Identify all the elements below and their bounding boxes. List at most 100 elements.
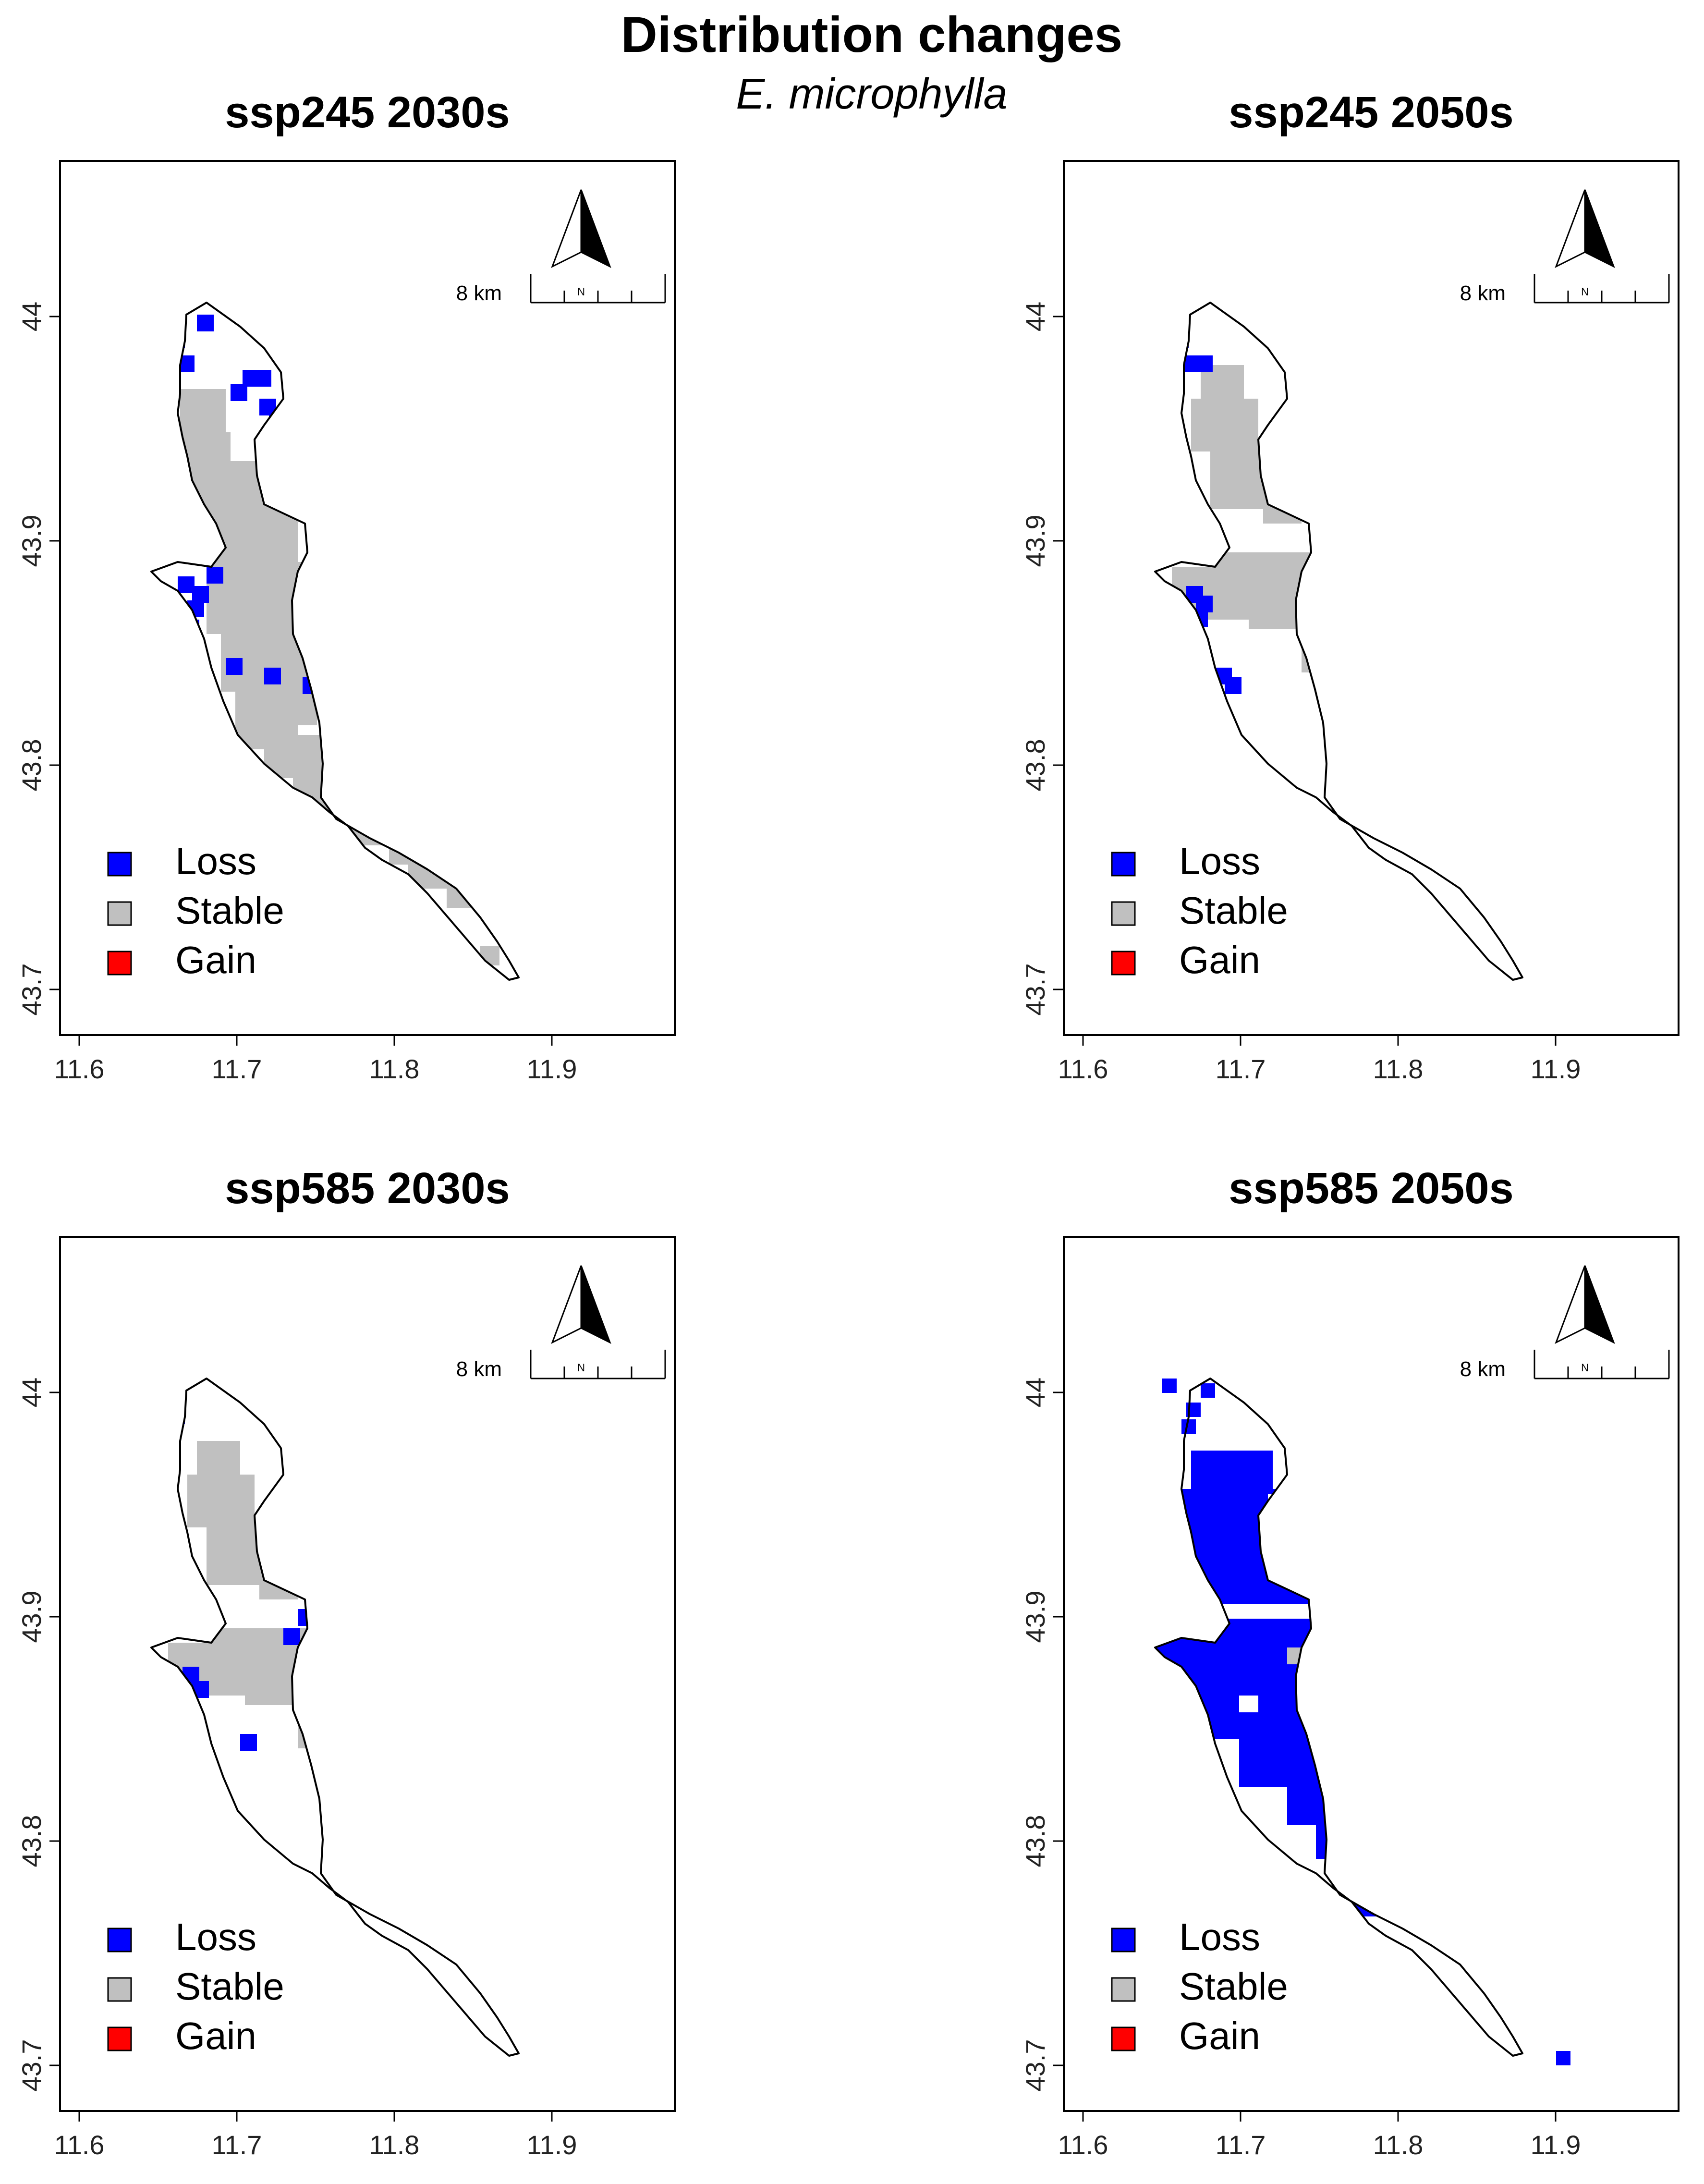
legend-item-stable: Stable (1111, 889, 1288, 932)
legend-label: Stable (175, 889, 284, 932)
legend-item-gain: Gain (1111, 939, 1260, 981)
panel-title: ssp245 2050s (1229, 88, 1513, 137)
legend-swatch (1111, 852, 1136, 877)
x-tick-label: 11.7 (212, 1054, 262, 1084)
figure-subtitle: E. microphylla (736, 70, 1007, 118)
loss-cell (226, 658, 243, 675)
legend-item-gain: Gain (107, 939, 256, 981)
legend-label: Loss (175, 1916, 256, 1958)
loss-cell (192, 586, 209, 603)
legend-item-stable: Stable (1111, 1965, 1288, 2008)
y-axis: 43.7 43.8 43.9 44 (1020, 302, 1065, 1016)
x-tick-label: 11.8 (1373, 1054, 1424, 1084)
legend-label: Gain (1179, 939, 1260, 981)
legend: Loss Stable Gain (107, 840, 284, 981)
y-axis: 43.7 43.8 43.9 44 (16, 1378, 61, 2092)
x-tick-label: 11.6 (54, 1054, 105, 1084)
loss-cell (1201, 1383, 1215, 1398)
legend-swatch (107, 1928, 132, 1952)
map-frame (1063, 160, 1680, 1036)
legend-swatch (107, 901, 132, 926)
scale-bar: 8 km (1460, 1350, 1670, 1381)
y-tick-label: 44 (16, 1378, 47, 1407)
legend-item-stable: Stable (107, 889, 284, 932)
x-tick-label: 11.9 (527, 2130, 577, 2160)
figure-title: Distribution changes (621, 7, 1122, 63)
legend-swatch (1111, 901, 1136, 926)
north-label: N (577, 1362, 585, 1374)
loss-cell (231, 384, 247, 401)
north-arrow-icon: N (1555, 1265, 1615, 1374)
legend-label: Loss (175, 840, 256, 882)
x-tick-label: 11.6 (1058, 1054, 1108, 1084)
legend: Loss Stable Gain (1111, 840, 1288, 981)
legend-item-stable: Stable (107, 1965, 284, 2008)
legend-label: Gain (175, 939, 256, 981)
y-tick-label: 43.9 (1020, 1591, 1050, 1643)
scale-bar-label: 8 km (1460, 1357, 1506, 1381)
legend: Loss Stable Gain (107, 1916, 284, 2057)
map-frame (59, 1236, 676, 2112)
x-tick-label: 11.7 (1216, 2130, 1266, 2160)
y-tick-label: 43.7 (1020, 2039, 1050, 2092)
y-tick-label: 43.8 (1020, 739, 1050, 792)
legend-swatch (1111, 951, 1136, 976)
x-tick-label: 11.9 (1531, 1054, 1581, 1084)
x-tick-label: 11.8 (369, 1054, 420, 1084)
x-tick-label: 11.7 (1216, 1054, 1266, 1084)
legend-label: Loss (1179, 1916, 1260, 1958)
legend-label: Stable (1179, 1965, 1288, 2008)
north-label: N (1581, 1362, 1589, 1374)
basin-outline (150, 1378, 520, 2057)
x-axis: 11.6 11.7 11.8 11.9 (54, 2110, 577, 2160)
stable-cell (180, 389, 226, 432)
legend-swatch (1111, 1977, 1136, 2002)
loss-cell (1196, 596, 1213, 612)
loss-cell (264, 668, 281, 684)
legend-swatch (107, 852, 132, 877)
north-label: N (577, 286, 585, 298)
y-tick-label: 43.7 (1020, 964, 1050, 1016)
y-tick-label: 43.9 (16, 515, 47, 567)
y-tick-label: 43.9 (16, 1591, 47, 1643)
legend-swatch (107, 951, 132, 976)
y-axis: 43.7 43.8 43.9 44 (16, 302, 61, 1016)
loss-cell (1225, 677, 1241, 694)
y-tick-label: 43.8 (16, 1815, 47, 1867)
loss-cell (1162, 1379, 1177, 1393)
x-tick-label: 11.8 (1373, 2130, 1424, 2160)
north-arrow-icon: N (551, 1265, 611, 1374)
scale-bar: 8 km (456, 274, 666, 305)
legend-item-gain: Gain (1111, 2014, 1260, 2057)
scale-bar-label: 8 km (1460, 281, 1506, 305)
legend-swatch (1111, 1928, 1136, 1952)
legend-label: Stable (1179, 889, 1288, 932)
x-tick-label: 11.9 (527, 1054, 577, 1084)
x-axis: 11.6 11.7 11.8 11.9 (1058, 2110, 1581, 2160)
x-tick-label: 11.6 (1058, 2130, 1108, 2160)
panel-title: ssp245 2030s (225, 88, 510, 137)
legend-label: Gain (1179, 2014, 1260, 2057)
x-tick-label: 11.8 (369, 2130, 420, 2160)
scale-bar: 8 km (456, 1350, 666, 1381)
y-tick-label: 43.8 (1020, 1815, 1050, 1867)
legend-item-loss: Loss (1111, 1916, 1260, 1958)
legend-swatch (107, 2026, 132, 2051)
y-tick-label: 43.9 (1020, 515, 1050, 567)
x-axis: 11.6 11.7 11.8 11.9 (54, 1034, 577, 1084)
legend-label: Gain (175, 2014, 256, 2057)
map-frame (59, 160, 676, 1036)
basin-outline (150, 302, 520, 981)
basin-outline (1154, 1378, 1523, 2057)
y-axis: 43.7 43.8 43.9 44 (1020, 1378, 1065, 2092)
legend-swatch (107, 1977, 132, 2002)
scale-bar: 8 km (1460, 274, 1670, 305)
y-tick-label: 44 (1020, 1378, 1050, 1407)
stable-cell (1191, 399, 1258, 451)
legend-swatch (1111, 2026, 1136, 2051)
y-tick-label: 44 (16, 302, 47, 331)
